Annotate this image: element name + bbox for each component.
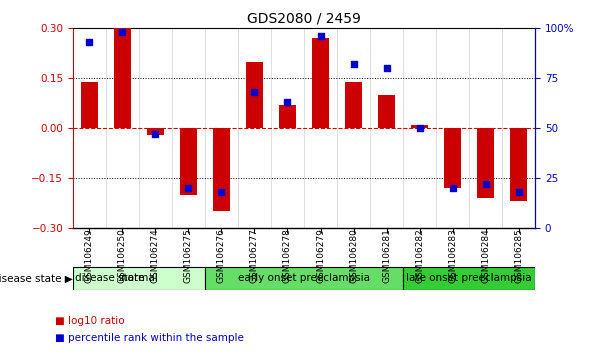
Text: GSM106250: GSM106250 — [118, 229, 127, 284]
Bar — [213, 128, 230, 211]
Point — [216, 189, 226, 195]
Bar — [444, 128, 461, 188]
Bar — [313, 38, 329, 128]
Text: early onset preeclampsia: early onset preeclampsia — [238, 273, 370, 284]
Text: disease state ▶: disease state ▶ — [0, 273, 73, 284]
Text: GSM106284: GSM106284 — [481, 229, 490, 283]
Text: GSM106283: GSM106283 — [448, 229, 457, 284]
FancyBboxPatch shape — [205, 267, 403, 290]
Text: GSM106274: GSM106274 — [151, 229, 160, 283]
Point — [184, 185, 193, 191]
Point — [117, 29, 127, 35]
Point — [348, 61, 358, 67]
Bar — [378, 95, 395, 128]
Point — [151, 131, 161, 137]
Point — [283, 99, 292, 105]
Bar — [246, 62, 263, 128]
Bar — [510, 128, 527, 201]
Bar — [279, 105, 295, 128]
Point — [316, 34, 325, 39]
Point — [481, 181, 491, 187]
Text: normal: normal — [120, 273, 157, 284]
Text: GSM106285: GSM106285 — [514, 229, 523, 284]
Text: GSM106278: GSM106278 — [283, 229, 292, 284]
Text: GSM106277: GSM106277 — [250, 229, 259, 284]
Point — [415, 125, 424, 131]
Title: GDS2080 / 2459: GDS2080 / 2459 — [247, 12, 361, 26]
Point — [514, 189, 523, 195]
Text: GSM106282: GSM106282 — [415, 229, 424, 283]
Point — [382, 65, 392, 71]
Point — [85, 39, 94, 45]
Bar — [180, 128, 197, 195]
Text: GSM106249: GSM106249 — [85, 229, 94, 283]
FancyBboxPatch shape — [73, 267, 205, 290]
FancyBboxPatch shape — [403, 267, 535, 290]
Bar — [114, 28, 131, 128]
Text: GSM106280: GSM106280 — [349, 229, 358, 284]
Bar — [411, 125, 428, 128]
Text: late onset preeclampsia: late onset preeclampsia — [406, 273, 532, 284]
Bar — [477, 128, 494, 198]
Text: GSM106276: GSM106276 — [217, 229, 226, 284]
Text: ■ percentile rank within the sample: ■ percentile rank within the sample — [55, 333, 244, 343]
Text: GSM106281: GSM106281 — [382, 229, 391, 284]
Bar — [345, 81, 362, 128]
Bar — [81, 81, 98, 128]
Point — [250, 89, 260, 95]
Text: GSM106279: GSM106279 — [316, 229, 325, 284]
Text: GSM106275: GSM106275 — [184, 229, 193, 284]
Text: ■ log10 ratio: ■ log10 ratio — [55, 316, 125, 326]
Point — [447, 185, 457, 191]
Bar — [147, 128, 164, 135]
Text: disease state: disease state — [75, 273, 144, 284]
